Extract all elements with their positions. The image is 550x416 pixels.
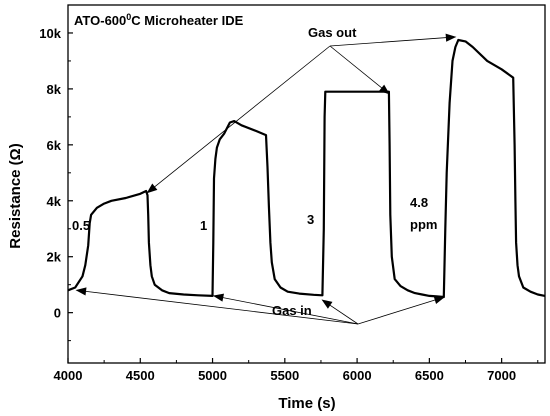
plot-title: ATO-6000C Microheater IDE — [74, 12, 244, 28]
gas-in-arrow-2-head — [212, 293, 224, 302]
gas-in-arrow-4 — [357, 296, 444, 325]
gas-out-arrow-3 — [329, 36, 456, 47]
concentration-label-3: 3 — [307, 212, 314, 227]
plot-border — [67, 4, 546, 364]
concentration-label-4: 4.8 — [410, 195, 428, 210]
y-tick-label: 6k — [47, 138, 62, 153]
x-tick-label: 6000 — [343, 368, 372, 383]
gas-out-arrow-1 — [147, 45, 331, 193]
x-tick-label: 5500 — [270, 368, 299, 383]
annotation-arrows — [75, 33, 457, 325]
gas-in-arrow-2 — [213, 295, 359, 325]
x-axis-title: Time (s) — [278, 395, 335, 412]
x-tick-label: 4000 — [54, 368, 83, 383]
y-tick-label: 2k — [47, 250, 62, 265]
gas-in-arrow-3-head — [321, 299, 333, 309]
concentration-unit-label: ppm — [410, 217, 437, 232]
gas-in-label: Gas in — [272, 303, 312, 318]
y-axis-title: Resistance (Ω) — [7, 143, 24, 248]
x-tick-label: 5000 — [198, 368, 227, 383]
y-tick-label: 8k — [47, 82, 62, 97]
x-tick-label: 4500 — [126, 368, 155, 383]
y-tick-label: 0 — [54, 306, 61, 321]
x-tick-label: 7000 — [487, 368, 516, 383]
gas-out-arrow-2 — [329, 45, 390, 95]
plot-frame — [67, 4, 546, 364]
gas-in-arrow-1-head — [75, 287, 87, 296]
concentration-label-2: 1 — [200, 218, 207, 233]
y-tick-label: 4k — [47, 194, 62, 209]
gas-in-arrow-4-head — [433, 296, 445, 304]
series-line — [67, 38, 546, 299]
x-axis: 4000 4500 5000 5500 6000 6500 7000 — [54, 358, 539, 383]
gas-in-arrow-1 — [76, 289, 359, 325]
y-tick-label: 10k — [39, 26, 61, 41]
y-axis: 0 2k 4k 6k 8k 10k — [39, 26, 73, 342]
gas-out-label: Gas out — [308, 25, 357, 40]
x-tick-label: 6500 — [415, 368, 444, 383]
gas-out-arrow-3-head — [445, 33, 457, 42]
gas-out-arrow-1-head — [146, 183, 158, 194]
gas-out-arrow-2-head — [379, 84, 390, 95]
concentration-label-1: 0.5 — [72, 218, 90, 233]
